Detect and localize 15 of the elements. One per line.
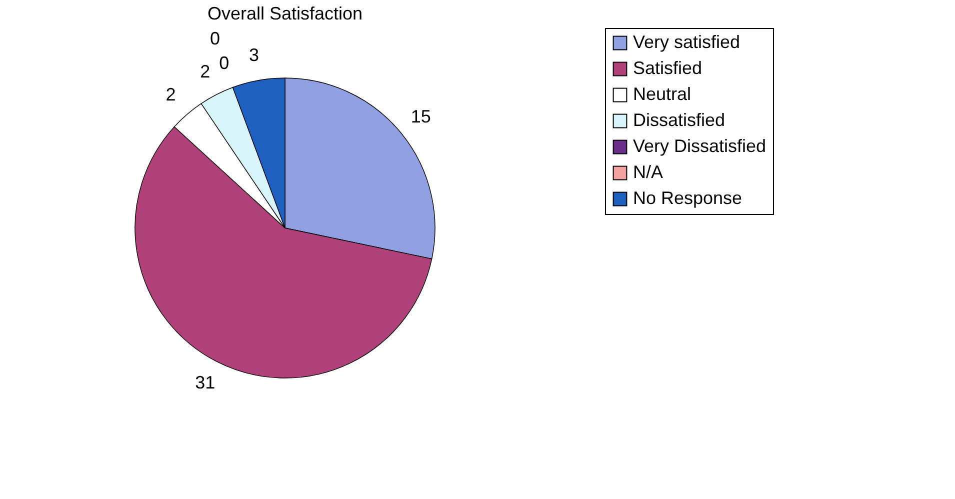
legend-label: Very Dissatisfied bbox=[633, 136, 766, 156]
legend-label: N/A bbox=[633, 162, 664, 182]
legend-label: No Response bbox=[633, 188, 742, 208]
legend-label: Dissatisfied bbox=[633, 110, 726, 130]
data-label: 2 bbox=[200, 61, 210, 82]
data-label: 2 bbox=[166, 84, 176, 104]
chart-title: Overall Satisfaction bbox=[207, 4, 363, 24]
legend-label: Very satisfied bbox=[633, 32, 740, 52]
text: 0 bbox=[210, 28, 220, 49]
legend-label: Neutral bbox=[633, 84, 692, 104]
data-label: 15 bbox=[410, 106, 431, 127]
data-label: 3 bbox=[249, 44, 260, 65]
legend-label: Satisfied bbox=[633, 58, 702, 78]
data-label: 31 bbox=[195, 372, 216, 393]
text: 0 bbox=[219, 52, 230, 73]
